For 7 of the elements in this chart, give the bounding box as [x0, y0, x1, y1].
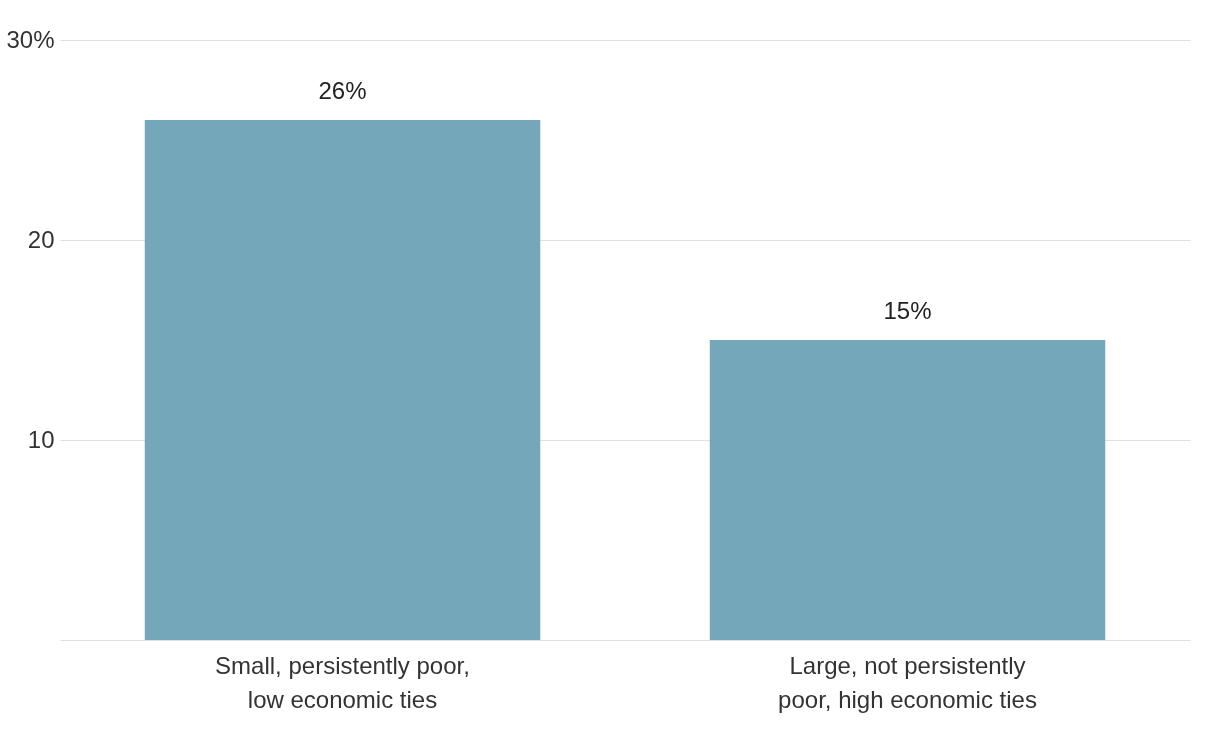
x-tick-label: Large, not persistently poor, high economic ties	[778, 651, 1037, 713]
y-tick-label: 30%	[6, 25, 55, 53]
data-label: 15%	[883, 297, 932, 324]
y-tick-label: 20	[27, 225, 55, 253]
data-label: 26%	[318, 77, 367, 104]
y-tick-label: 10	[27, 425, 55, 453]
x-tick-label: Small, persistently poor, low economic ties	[215, 651, 470, 713]
